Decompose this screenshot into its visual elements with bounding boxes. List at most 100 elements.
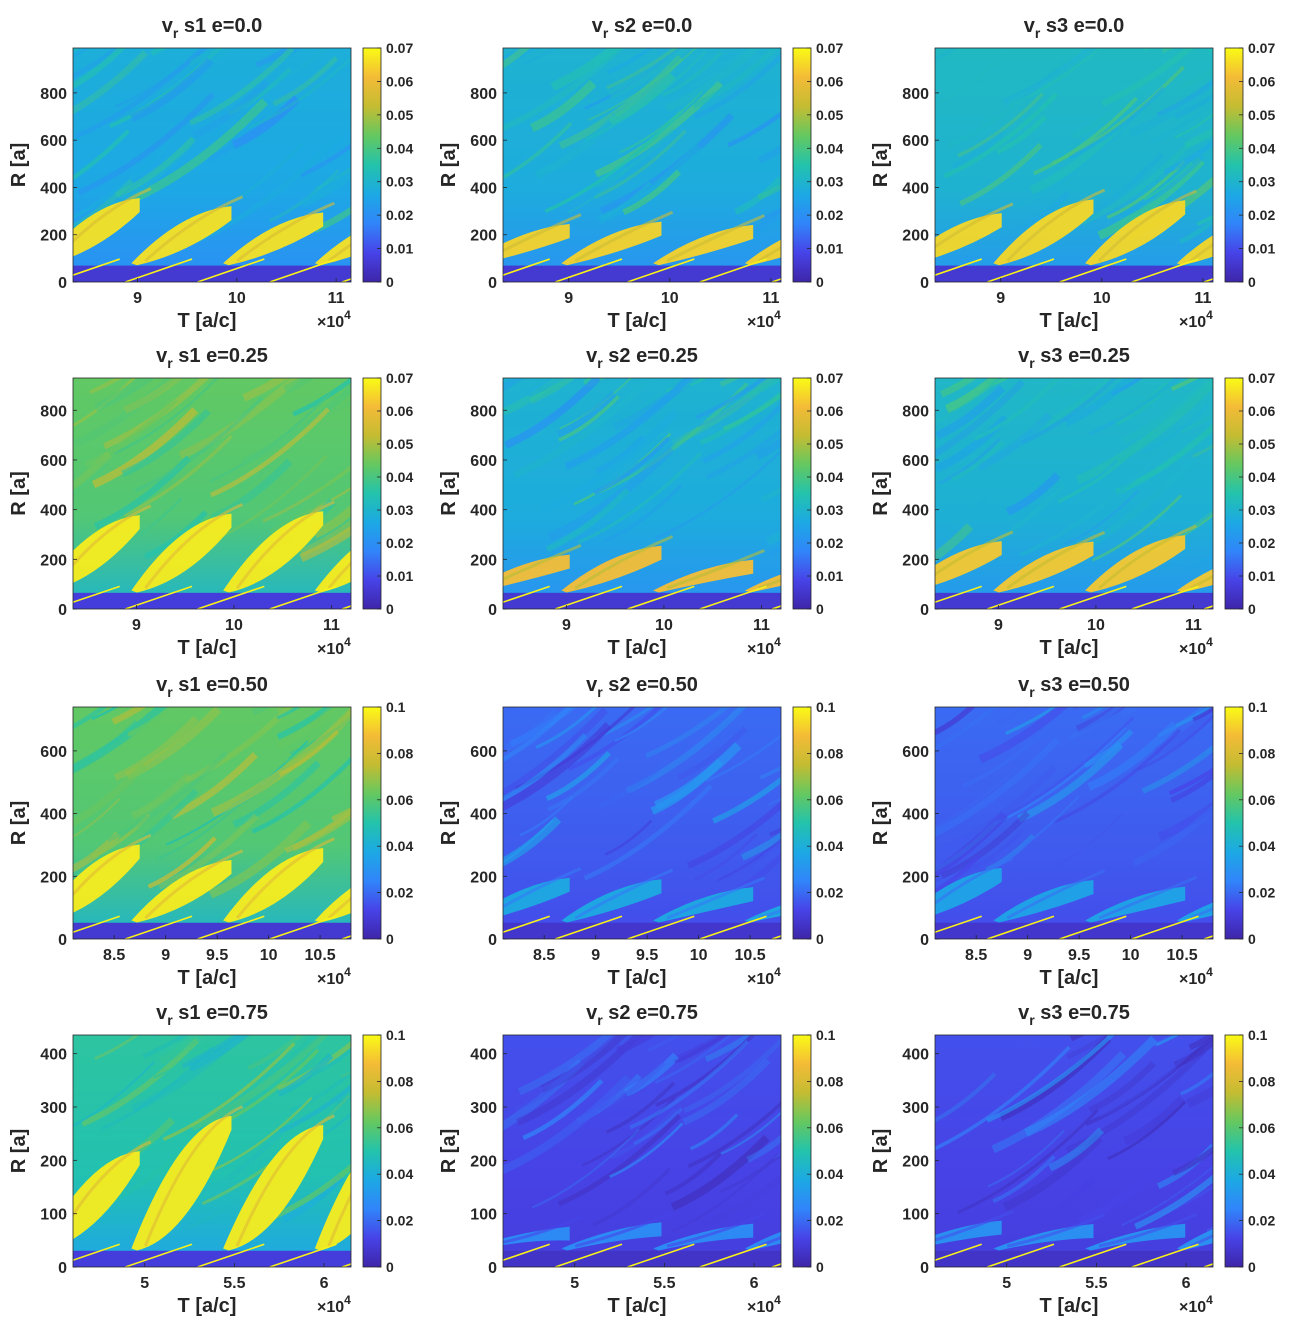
colorbar-tick-label: 0.04: [1248, 140, 1275, 156]
panel-4-3: 5 5.5 6 0 100 200 300 400 T [a/c] R [a] ×104 vr s3 …: [870, 1002, 1275, 1317]
axes-frame: [934, 1034, 1214, 1268]
colorbar-tick-label: 0: [1248, 274, 1256, 290]
panel-3-3: 8.5 9 9.5 10 10.5 0 200 400 600 T [a/c] R [a] ×104 v…: [870, 674, 1275, 989]
colorbar: [1224, 377, 1244, 610]
panel-1-1: 9 10 11 0 200 400 600 800 T [a/c] R [a] ×104 vr s1 …: [8, 15, 413, 332]
x-exponent-label: ×104: [317, 635, 351, 658]
x-axis-label: T [a/c]: [178, 1295, 237, 1317]
colorbar-tick-label: 0.04: [386, 140, 413, 156]
colorbar-tick-label: 0.07: [816, 370, 843, 386]
y-tick-label: 200: [470, 869, 497, 886]
colorbar-tick-label: 0.07: [1248, 370, 1275, 386]
x-tick-label: 9: [591, 947, 600, 964]
y-tick-label: 0: [920, 1260, 929, 1277]
x-tick-label: 10: [1122, 947, 1140, 964]
colorbar-tick-label: 0.08: [1248, 745, 1275, 761]
bright-band: [73, 844, 140, 913]
y-tick-label: 600: [470, 133, 497, 150]
colorbar-tick-label: 0.03: [816, 174, 843, 190]
x-exponent-label: ×104: [747, 635, 781, 658]
colorbar-tick-label: 0.02: [816, 1213, 843, 1229]
y-tick-label: 0: [58, 275, 67, 292]
x-axis-label: T [a/c]: [608, 1295, 667, 1317]
y-tick-label: 100: [40, 1207, 67, 1224]
y-tick-label: 0: [58, 1260, 67, 1277]
colorbar-tick-label: 0.1: [816, 699, 836, 715]
x-tick-label: 11: [1194, 290, 1211, 307]
heatmap-image: [935, 378, 1213, 609]
colorbar-tick-label: 0.03: [1248, 502, 1275, 518]
y-tick-label: 800: [40, 403, 67, 420]
colorbar-tick-label: 0.05: [816, 436, 843, 452]
x-exponent-label: ×104: [1179, 1293, 1213, 1316]
x-exponent-label: ×104: [747, 1293, 781, 1316]
panel-2-2: 9 10 11 0 200 400 600 800 T [a/c] R [a] ×104 vr s2 …: [438, 345, 843, 659]
x-tick-label: 10: [1087, 617, 1105, 634]
x-tick-label: 10: [260, 947, 278, 964]
colorbar-tick-label: 0.04: [816, 140, 843, 156]
colorbar-tick-label: 0.06: [386, 73, 413, 89]
y-tick-label: 800: [902, 86, 929, 103]
x-tick-label: 9.5: [206, 947, 228, 964]
y-tick-label: 200: [40, 552, 67, 569]
y-tick-label: 400: [40, 807, 67, 824]
colorbar-tick-label: 0.07: [816, 40, 843, 56]
colorbar-tick-label: 0.08: [386, 1073, 413, 1089]
x-tick-label: 9: [564, 290, 573, 307]
colorbar-tick-label: 0.06: [386, 1120, 413, 1136]
colorbar-tick-label: 0: [386, 1259, 394, 1275]
colorbar-tick-label: 0.01: [1248, 568, 1275, 584]
panel-title: vr s1 e=0.75: [156, 1002, 268, 1028]
colorbar-tick-label: 0.01: [816, 241, 843, 257]
colorbar-tick-label: 0.05: [386, 107, 413, 123]
y-tick-label: 200: [902, 869, 929, 886]
y-axis-label: R [a]: [438, 471, 460, 515]
y-tick-label: 200: [40, 1153, 67, 1170]
axes-frame: [502, 47, 782, 283]
y-tick-label: 400: [902, 807, 929, 824]
colorbar-tick-label: 0: [1248, 931, 1256, 947]
y-tick-label: 300: [902, 1100, 929, 1117]
x-axis-label: T [a/c]: [1040, 310, 1099, 332]
colorbar-tick-label: 0.08: [816, 1073, 843, 1089]
axes-frame: [934, 47, 1214, 283]
bright-band: [1176, 902, 1213, 923]
colorbar-tick-label: 0.07: [1248, 40, 1275, 56]
x-tick-label: 9: [994, 617, 1003, 634]
heatmap-image: [503, 1035, 781, 1267]
bright-band: [1176, 569, 1213, 593]
y-axis-label: R [a]: [870, 1129, 892, 1173]
y-tick-label: 400: [470, 503, 497, 520]
heatmap-image: [73, 48, 351, 282]
colorbar-tick-label: 0.1: [1248, 699, 1268, 715]
axes-frame: [502, 1034, 782, 1268]
panel-title: vr s1 e=0.0: [162, 15, 263, 41]
bright-band: [935, 867, 1002, 915]
y-axis-label: R [a]: [8, 143, 30, 187]
colorbar-tick-label: 0.06: [816, 73, 843, 89]
colorbar-tick-label: 0.06: [1248, 1120, 1275, 1136]
y-tick-label: 800: [470, 86, 497, 103]
y-tick-label: 400: [470, 1047, 497, 1064]
y-tick-label: 200: [40, 869, 67, 886]
colorbar-tick-label: 0.01: [386, 568, 413, 584]
axes-frame: [502, 706, 782, 940]
colorbar-tick-label: 0: [816, 931, 824, 947]
bright-band: [503, 1226, 570, 1246]
y-axis-label: R [a]: [8, 471, 30, 515]
y-tick-label: 200: [902, 228, 929, 245]
y-tick-label: 100: [470, 1207, 497, 1224]
colorbar-tick-label: 0.03: [1248, 174, 1275, 190]
x-tick-label: 11: [323, 617, 340, 634]
x-tick-label: 8.5: [965, 947, 987, 964]
y-tick-label: 0: [488, 1260, 497, 1277]
colorbar-tick-label: 0.02: [1248, 885, 1275, 901]
x-tick-label: 6: [1182, 1275, 1191, 1292]
colorbar-tick-label: 0.04: [1248, 469, 1275, 485]
y-axis-label: R [a]: [870, 801, 892, 845]
panel-title: vr s2 e=0.0: [592, 15, 693, 41]
colorbar-tick-label: 0.1: [816, 1027, 836, 1043]
colorbar-tick-label: 0.04: [386, 1166, 413, 1182]
colorbar-tick-label: 0.1: [386, 699, 406, 715]
